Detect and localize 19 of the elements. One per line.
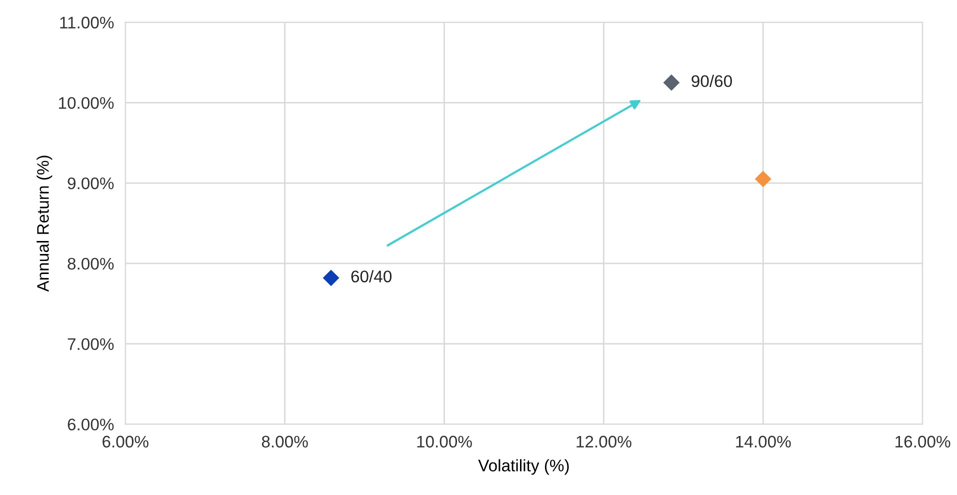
y-tick-label: 11.00% xyxy=(60,16,114,28)
x-tick-label: 12.00% xyxy=(576,436,632,448)
x-tick-label: 6.00% xyxy=(102,436,148,448)
y-tick-label: 8.00% xyxy=(68,258,114,270)
x-axis-title: Volatility (%) xyxy=(478,459,569,475)
series-label: 90/60 xyxy=(692,74,732,88)
y-axis-title: Annual Return (%) xyxy=(36,156,52,292)
point xyxy=(663,74,680,91)
y-tick-label: 7.00% xyxy=(68,338,114,350)
point xyxy=(322,270,340,286)
x-tick-label: 8.00% xyxy=(262,436,308,448)
series-label: 60/40 xyxy=(351,270,392,282)
y-tick-label: 9.00% xyxy=(68,177,114,190)
x-tick-label: 14.00% xyxy=(736,436,791,448)
x-tick-label: 10.00% xyxy=(417,436,472,448)
point xyxy=(754,170,772,188)
y-tick-label: 10.00% xyxy=(59,97,114,109)
y-tick-label: 6.00% xyxy=(68,418,114,430)
x-tick-label: 16.00% xyxy=(896,436,950,448)
